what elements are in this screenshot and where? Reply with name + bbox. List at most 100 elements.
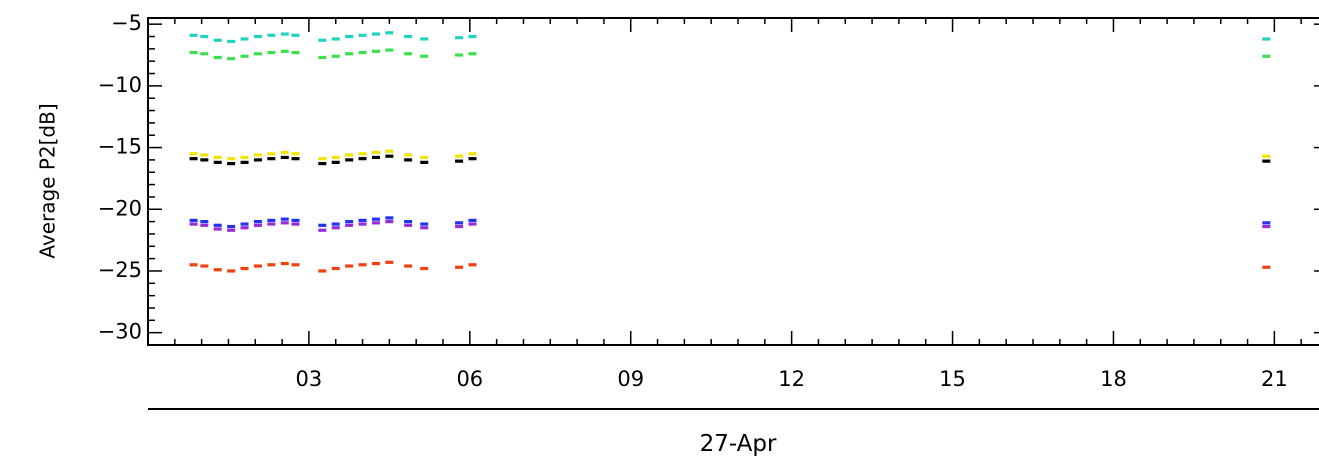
data-point [468,34,477,39]
data-point [420,222,429,226]
data-point [200,220,209,224]
data-point [189,33,198,37]
x-tick-label: 18 [1100,367,1127,391]
data-point [253,223,262,227]
data-point [1262,159,1271,163]
data-point [404,264,413,268]
data-point [318,223,327,227]
data-point [227,228,236,232]
data-point [345,158,354,162]
data-point [385,260,394,264]
data-point [291,50,300,55]
data-point [455,154,464,158]
data-point [227,57,236,61]
data-point [468,157,477,161]
data-point [385,31,394,35]
data-point [267,157,276,161]
data-point [468,263,477,267]
data-point [371,150,380,155]
y-tick-label: −30 [98,320,142,344]
x-axis-ticks: 03 06 09 12 15 18 21 [174,18,1302,391]
data-point [189,152,198,156]
data-point [291,152,300,156]
data-point [404,153,413,157]
data-point [404,52,413,56]
data-point [280,150,289,155]
data-point [1262,265,1271,269]
data-point [291,263,300,267]
data-point [200,52,209,56]
data-point [331,226,340,230]
data-point [420,54,429,58]
data-point [267,263,276,267]
data-point [253,264,262,268]
data-point [404,34,413,39]
data-point [420,37,429,41]
data-point [385,149,394,153]
data-point [267,50,276,55]
data-point [240,266,249,271]
data-point [404,220,413,224]
y-tick-label: −20 [98,196,142,220]
data-point [213,268,222,272]
data-point [318,269,327,273]
data-point [371,32,380,36]
data-point [358,263,367,267]
data-point [331,266,340,271]
data-point [468,152,477,156]
data-point [455,36,464,40]
data-point [1262,37,1271,41]
data-point [291,157,300,161]
data-point [253,153,262,157]
data-point [455,53,464,57]
data-point [213,38,222,42]
data-point [455,159,464,163]
data-point [371,221,380,225]
data-point [267,222,276,226]
y-tick-label: −5 [111,11,142,35]
data-point [200,264,209,268]
data-point [385,220,394,224]
data-point [291,222,300,226]
data-point [213,160,222,164]
data-point [358,33,367,37]
data-point [1262,221,1271,225]
data-point [200,153,209,157]
x-tick-label: 03 [296,367,323,391]
data-point [240,37,249,41]
x-tick-label: 15 [939,367,966,391]
data-point [331,222,340,226]
data-point [420,155,429,160]
data-point [227,269,236,273]
data-point [200,223,209,227]
data-point [331,160,340,164]
data-point [253,220,262,224]
data-point [468,222,477,226]
data-point [345,52,354,56]
data-point [371,261,380,266]
data-point [253,158,262,162]
data-point [240,222,249,226]
y-tick-label: −15 [98,135,142,159]
x-tick-label: 06 [456,367,483,391]
data-point [371,155,380,160]
data-point [358,218,367,222]
data-point [240,155,249,160]
data-point [455,224,464,229]
data-point [318,55,327,60]
data-point [345,153,354,157]
data-point [318,157,327,161]
data-point [318,38,327,42]
data-points [189,31,1271,273]
data-point [213,223,222,227]
data-point [358,50,367,55]
data-point [468,218,477,222]
data-point [385,48,394,52]
data-point [280,217,289,221]
data-point [213,227,222,231]
data-point [189,50,198,55]
data-point [267,218,276,222]
data-point [318,162,327,166]
data-point [468,52,477,56]
x-tick-label: 12 [778,367,805,391]
